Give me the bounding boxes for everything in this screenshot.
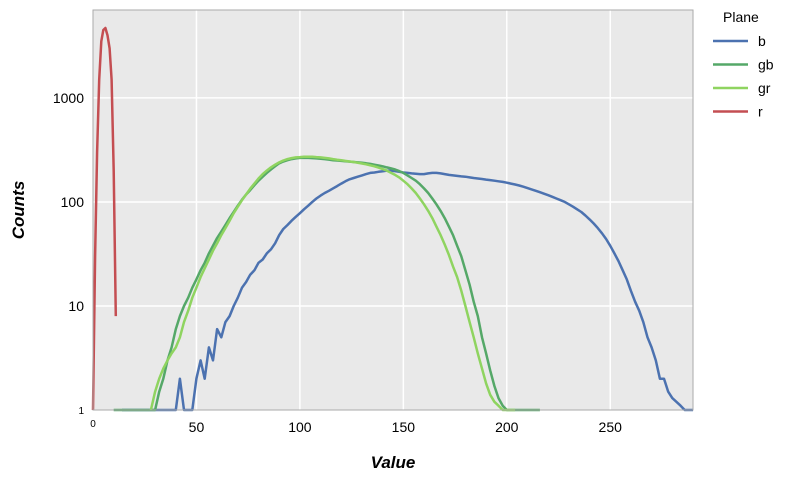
series-line-b	[122, 169, 693, 412]
x-tick-label: 100	[288, 419, 312, 435]
series-line-gr	[149, 155, 516, 412]
x-tick-labels: 0 50 100 150 200 250	[90, 419, 622, 435]
y-tick-label: 1000	[53, 90, 84, 106]
y-tick-labels: 1 10 100 1000	[53, 90, 85, 417]
y-tick-label: 10	[68, 298, 84, 314]
series-lines	[91, 26, 693, 412]
x-tick-label: 200	[495, 419, 519, 435]
x-tick-label: 250	[599, 419, 623, 435]
legend-label-gr: gr	[758, 80, 771, 96]
x-tick-label: 50	[189, 419, 205, 435]
plot-frame	[92, 9, 694, 411]
plot-background	[93, 10, 693, 410]
legend-label-gb: gb	[758, 57, 774, 73]
grid-lines	[93, 10, 693, 410]
series-line-gb	[113, 156, 540, 412]
legend: Plane b gb gr r	[713, 9, 774, 120]
legend-title: Plane	[723, 9, 759, 25]
legend-label-b: b	[758, 33, 766, 49]
legend-label-r: r	[758, 104, 763, 120]
x-tick-label: 0	[90, 419, 96, 430]
y-tick-label: 100	[61, 194, 85, 210]
y-axis-title: Counts	[9, 181, 28, 240]
x-axis-title: Value	[371, 453, 416, 472]
y-tick-label: 1	[78, 406, 84, 417]
x-tick-label: 150	[392, 419, 416, 435]
series-line-r	[91, 26, 118, 411]
